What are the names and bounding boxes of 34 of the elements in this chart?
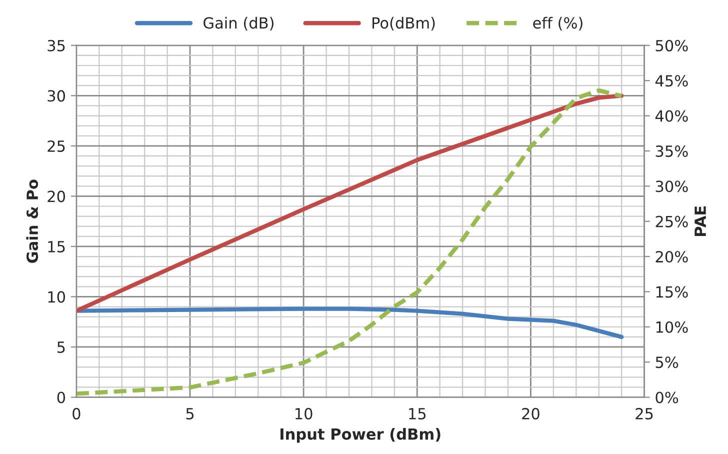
legend-label: eff (%) bbox=[533, 16, 582, 30]
y-tick-label: 0 bbox=[57, 392, 66, 404]
y2-tick-label: 0% bbox=[656, 392, 678, 404]
x-tick-label: 20 bbox=[522, 408, 540, 420]
x-tick-label: 5 bbox=[186, 408, 194, 420]
legend-label: Gain (dB) bbox=[204, 16, 274, 30]
x-tick-label: 0 bbox=[72, 408, 80, 420]
x-tick-label: 10 bbox=[296, 408, 312, 420]
y2-tick-label: 10% bbox=[656, 321, 688, 333]
x-tick-label: 15 bbox=[409, 408, 426, 420]
y-tick-label: 5 bbox=[57, 342, 65, 354]
line-series bbox=[76, 94, 624, 313]
y-tick-label: 35 bbox=[48, 40, 65, 52]
x-tick-label: 25 bbox=[636, 408, 653, 420]
y-tick-label: 15 bbox=[48, 241, 65, 252]
y2-tick-label: 40% bbox=[655, 110, 688, 122]
line-series bbox=[76, 88, 624, 396]
y2-tick-label: 30% bbox=[656, 180, 688, 192]
y2-tick-label: 25% bbox=[656, 216, 688, 228]
y-tick-label: 30 bbox=[48, 90, 66, 102]
y2-tick-label: 45% bbox=[655, 75, 688, 87]
y2-tick-label: 15% bbox=[656, 286, 688, 298]
y2-tick-label: 5% bbox=[656, 356, 678, 368]
y2-tick-label: 50% bbox=[656, 40, 688, 52]
line-series bbox=[76, 306, 624, 340]
y2-tick-label: 35% bbox=[656, 145, 688, 157]
legend-label: Po(dBm) bbox=[372, 16, 435, 30]
y-axis-title: Gain & Po bbox=[26, 180, 38, 263]
y-tick-label: 25 bbox=[48, 140, 65, 152]
y-tick-label: 10 bbox=[48, 291, 66, 303]
x-axis-title: Input Power (dBm) bbox=[280, 428, 440, 443]
y2-axis-title: PAE bbox=[694, 206, 706, 236]
y-tick-label: 20 bbox=[48, 190, 66, 202]
y2-tick-label: 20% bbox=[656, 250, 688, 263]
